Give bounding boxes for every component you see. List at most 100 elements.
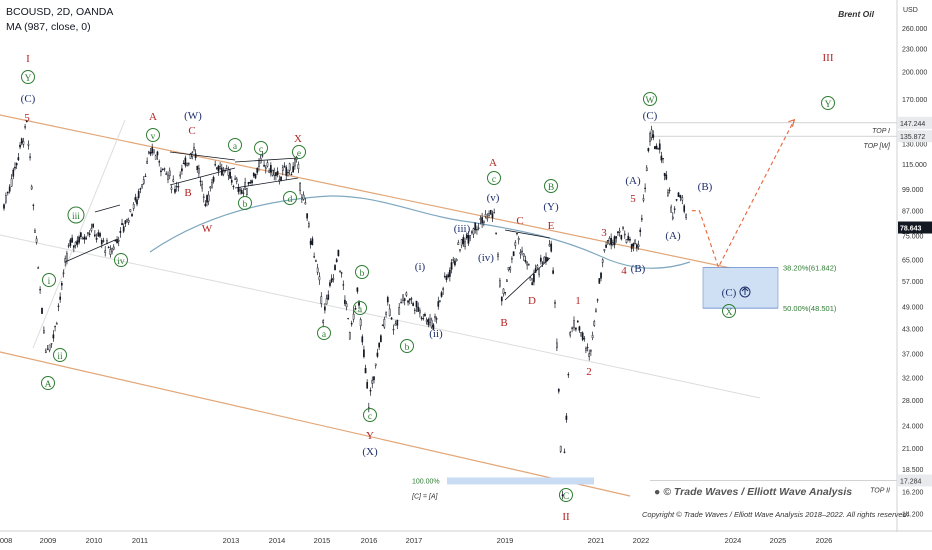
wave-label-circle bbox=[238, 196, 252, 210]
candle-body bbox=[142, 179, 145, 184]
candle-body bbox=[287, 172, 289, 174]
candle-body bbox=[415, 300, 418, 308]
candle-body bbox=[136, 199, 138, 205]
candle-body bbox=[595, 309, 597, 312]
candle-body bbox=[141, 184, 143, 188]
candle-body bbox=[665, 174, 668, 180]
ma-line bbox=[149, 195, 691, 269]
candle-body bbox=[376, 352, 379, 357]
candle-body bbox=[450, 262, 453, 270]
candle-body bbox=[439, 300, 441, 302]
y-tick-label: 37.000 bbox=[902, 351, 924, 358]
candle-body bbox=[158, 161, 161, 163]
candle-body bbox=[95, 237, 98, 240]
upper-channel-line bbox=[0, 114, 741, 271]
wave-label-circle bbox=[821, 96, 835, 110]
candle-body bbox=[340, 272, 343, 274]
candle-body bbox=[222, 169, 225, 175]
candle-body bbox=[71, 237, 73, 243]
wave-label: X bbox=[294, 133, 302, 145]
candle-body bbox=[107, 246, 110, 249]
candle-body bbox=[588, 353, 591, 357]
candle-body bbox=[147, 151, 150, 154]
candle-body bbox=[198, 167, 200, 174]
candle-body bbox=[400, 302, 402, 304]
candle-body bbox=[217, 165, 220, 172]
candle-body bbox=[294, 159, 296, 167]
candle-body bbox=[552, 270, 554, 274]
candle-body bbox=[281, 167, 284, 171]
candle-body bbox=[34, 230, 36, 233]
candle-body bbox=[299, 182, 301, 192]
candle-body bbox=[657, 148, 659, 150]
y-tick-label: 32.000 bbox=[902, 376, 924, 383]
price-tag-value: 135.872 bbox=[900, 134, 925, 141]
candle-body bbox=[443, 275, 446, 278]
indicator-line: MA (987, close, 0) bbox=[6, 21, 91, 33]
candle-body bbox=[112, 246, 115, 250]
y-tick-label: 49.000 bbox=[902, 304, 924, 311]
candle-body bbox=[500, 296, 503, 302]
candle-body bbox=[174, 188, 176, 193]
wave-label: II bbox=[562, 511, 570, 523]
candle-body bbox=[99, 233, 101, 237]
candle-body bbox=[52, 334, 55, 339]
candle-body bbox=[154, 155, 157, 160]
candle-body bbox=[374, 363, 377, 366]
candle-body bbox=[14, 166, 16, 169]
candle-body bbox=[201, 183, 203, 189]
candle-body bbox=[543, 256, 546, 263]
candle-body bbox=[556, 342, 558, 349]
candle-body bbox=[459, 249, 461, 251]
fib-note: [C] = [A] bbox=[411, 493, 439, 500]
candle-body bbox=[600, 272, 602, 279]
candle-body bbox=[452, 259, 455, 261]
candle-body bbox=[495, 232, 497, 234]
wave-label: a bbox=[322, 330, 327, 340]
candle-body bbox=[629, 238, 631, 241]
candle-body bbox=[211, 182, 213, 189]
wave-label: (C) bbox=[643, 110, 658, 122]
wave-label: C bbox=[516, 215, 523, 227]
candle-body bbox=[511, 258, 513, 260]
candle-body bbox=[650, 129, 653, 138]
candle-body bbox=[80, 232, 82, 238]
candle-body bbox=[364, 367, 367, 374]
symbol-line: BCOUSD, 2D, OANDA bbox=[6, 6, 114, 18]
candle-body bbox=[576, 320, 579, 323]
wave-label: B bbox=[548, 183, 554, 193]
wave-label-circle bbox=[353, 301, 367, 315]
y-axis[interactable]: USD 14.200 16.200 18.500 21.000 24.000 28.000 3… bbox=[896, 0, 932, 532]
candle-body bbox=[356, 287, 359, 292]
wave-label-circle bbox=[67, 206, 85, 224]
watermark-copyright-glyph: ● © bbox=[654, 486, 674, 498]
candle-body bbox=[247, 182, 250, 185]
candle-body bbox=[470, 231, 473, 233]
candle-body bbox=[410, 298, 413, 300]
candle-body bbox=[352, 313, 355, 320]
fib-100-label: 100.00% bbox=[412, 478, 440, 485]
candle-body bbox=[264, 167, 267, 170]
candle-body bbox=[332, 277, 335, 280]
candle-body bbox=[5, 195, 7, 203]
wave-label: (Y) bbox=[543, 201, 559, 213]
wave-label: Y bbox=[366, 430, 374, 442]
y-tick-label: 21.000 bbox=[902, 446, 924, 453]
candle-body bbox=[214, 164, 217, 166]
x-tick-label: 2016 bbox=[361, 536, 378, 545]
projection-path bbox=[691, 118, 796, 269]
y-tick-label: 43.000 bbox=[902, 326, 924, 333]
candle-body bbox=[74, 241, 77, 246]
candle-body bbox=[652, 134, 655, 138]
candle-body bbox=[649, 133, 651, 142]
triangle-edge bbox=[234, 177, 299, 189]
wave-label: a bbox=[358, 305, 363, 315]
candle-body bbox=[276, 171, 279, 176]
candle-body bbox=[100, 240, 103, 245]
candle-body bbox=[60, 283, 63, 286]
candle-body bbox=[165, 173, 168, 175]
lower-channel-line bbox=[0, 351, 631, 497]
candle-body bbox=[668, 189, 671, 192]
candle-body bbox=[641, 218, 643, 220]
